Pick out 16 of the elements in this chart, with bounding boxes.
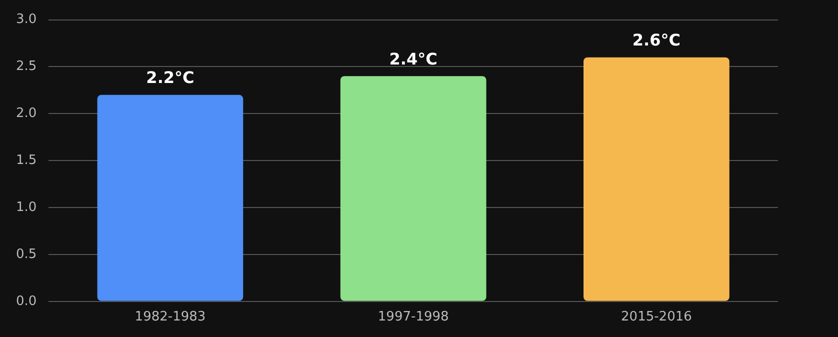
data-label: 2.4°C (389, 49, 438, 68)
bar (340, 76, 486, 301)
y-tick-label: 1.5 (16, 152, 37, 168)
y-tick-label: 0.5 (16, 246, 37, 262)
y-tick-label: 2.0 (16, 106, 37, 122)
bar (97, 94, 244, 301)
data-label: 2.2°C (146, 68, 194, 88)
y-tick-label: 2.5 (16, 59, 37, 74)
x-tick-label: 2015-2016 (621, 310, 692, 325)
y-tick-label: 1.0 (16, 200, 37, 215)
bar (584, 57, 730, 301)
data-label: 2.6°C (632, 30, 680, 50)
x-tick-label: 1982-1983 (134, 310, 206, 325)
y-tick-label: 0.0 (16, 294, 37, 309)
y-tick-label: 3.0 (16, 12, 37, 28)
x-tick-label: 1997-1998 (378, 310, 449, 325)
